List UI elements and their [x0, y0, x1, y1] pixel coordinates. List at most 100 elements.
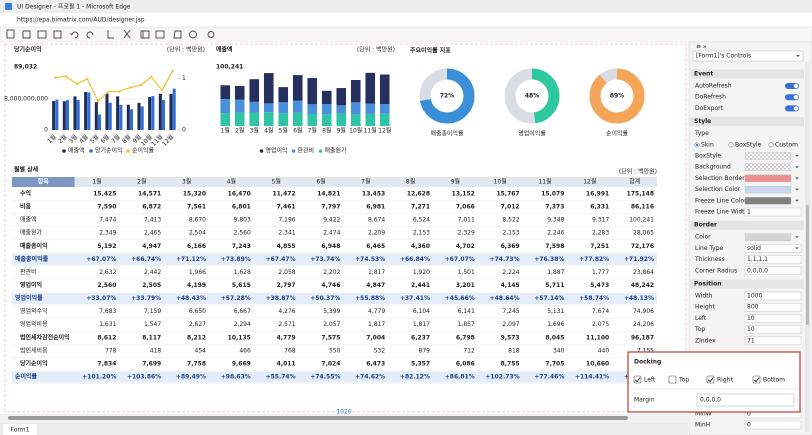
bar-segment [350, 79, 361, 103]
value-box[interactable] [744, 325, 802, 334]
cell: +48.13% [624, 295, 654, 302]
radio-label[interactable]: Custom [775, 141, 798, 148]
controls-dropdown[interactable] [692, 50, 804, 62]
toggle-knob[interactable] [793, 83, 799, 89]
donut-value: 48% [525, 93, 539, 100]
cell: +102.73% [485, 373, 519, 380]
value-box[interactable] [744, 255, 802, 264]
value-box[interactable] [744, 420, 802, 430]
prop-value[interactable]: 0 [747, 422, 751, 429]
prop-value[interactable]: 1000 [747, 293, 762, 300]
prop-name: Freeze Line Color [695, 197, 747, 204]
swatch-caret [795, 155, 799, 157]
cell: 7,797 [321, 204, 340, 211]
bar-segment [365, 72, 376, 104]
prop-value[interactable]: 1,1,1,1 [747, 256, 768, 263]
column-header: 항목 [38, 178, 50, 186]
radio[interactable] [768, 142, 774, 148]
cell: 466 [239, 347, 251, 354]
bar-segment [307, 104, 318, 115]
value-box[interactable] [744, 207, 802, 217]
value-box[interactable] [744, 314, 802, 323]
ratio-row [12, 371, 657, 383]
kpi-value: 100,241 [216, 64, 243, 71]
checkbox[interactable] [752, 375, 761, 384]
legend-swatch [318, 149, 323, 153]
bar-segment [321, 114, 332, 126]
checkbox-label[interactable]: Right [717, 377, 733, 384]
cell: +57.14% [534, 295, 564, 302]
toggle-knob[interactable] [793, 106, 799, 111]
column-header: 2월 [137, 178, 146, 186]
bar-segment [263, 112, 274, 126]
cell: 5,192 [97, 243, 116, 250]
checkbox[interactable] [668, 375, 677, 384]
prop-value[interactable]: 800 [747, 304, 759, 311]
cell: 7,413 [144, 217, 161, 224]
cell: 7,834 [97, 360, 116, 367]
checkbox-label[interactable]: Left [644, 377, 656, 384]
cell: 6,086 [456, 360, 475, 367]
prop-value[interactable]: 10 [747, 315, 755, 322]
form-tab[interactable] [3, 424, 37, 435]
prop-value[interactable]: 0 [747, 411, 751, 418]
bar-segment [350, 114, 361, 126]
color-swatch[interactable] [744, 197, 792, 205]
address-bar[interactable] [0, 13, 812, 27]
scrollbar-thumb[interactable] [8, 416, 628, 420]
cell: 4,145 [501, 282, 520, 289]
color-swatch[interactable] [744, 185, 792, 194]
cell: 5,399 [323, 308, 340, 315]
controls-label[interactable]: [Form1]'s Controls [696, 53, 751, 60]
legend-swatch [62, 149, 66, 153]
value-box[interactable] [744, 266, 802, 276]
prop-value[interactable]: 71 [747, 337, 755, 344]
panel-menu-icon[interactable]: ≡ » [696, 44, 707, 51]
legend-label: 영업이익 [266, 147, 288, 155]
column-header: 6월 [316, 178, 325, 186]
cell: 7,674 [592, 308, 609, 315]
prop-value[interactable]: 0,0,0,0 [747, 267, 768, 274]
form-tab-label[interactable]: Form1 [11, 427, 30, 434]
cell: 10,660 [586, 360, 609, 367]
prop-value[interactable]: 1 [747, 209, 751, 216]
prop-value[interactable]: 10 [747, 326, 755, 333]
cell: 2,632 [99, 269, 116, 276]
cell: 7,196 [278, 217, 295, 224]
radio-label[interactable]: Skin [701, 141, 714, 148]
margin-value[interactable]: 0,0,0,0 [700, 397, 721, 404]
cell: 8,755 [501, 360, 520, 367]
legend-label: 판관비 [298, 147, 315, 155]
column-header: 5월 [272, 178, 281, 186]
prop-value[interactable]: solid [747, 245, 761, 252]
row-label: 매출총이익 [20, 242, 48, 250]
checkbox-label[interactable]: Top [678, 377, 689, 384]
color-swatch[interactable] [744, 174, 792, 183]
cell: 4,779 [368, 308, 385, 315]
ruler-label: 1020 [336, 409, 351, 416]
line-point [128, 86, 132, 89]
bar [169, 93, 173, 130]
legend-swatch [259, 149, 264, 153]
value-box[interactable] [744, 244, 802, 253]
margin-input[interactable] [696, 393, 795, 407]
color-swatch[interactable] [744, 152, 792, 160]
value-box[interactable] [744, 291, 802, 301]
color-swatch[interactable] [744, 163, 792, 171]
url[interactable]: https://epa.bimatrix.com/AUD/designer.js… [17, 17, 145, 24]
checkbox[interactable] [706, 375, 715, 384]
value-box[interactable] [744, 336, 802, 346]
radio[interactable] [728, 142, 734, 148]
panel-scroll-thumb[interactable] [806, 205, 809, 325]
color-swatch[interactable] [744, 233, 792, 241]
checkbox[interactable] [633, 375, 642, 384]
cell: 6,798 [456, 334, 475, 341]
value-box[interactable] [744, 302, 802, 312]
checkbox-label[interactable]: Bottom [763, 377, 785, 384]
toolbar-icons[interactable] [6, 29, 215, 39]
toggle-knob[interactable] [793, 95, 799, 100]
cell: 6,948 [321, 243, 340, 250]
prop-name: ZIndex [695, 337, 716, 344]
radio-label[interactable]: BoxStyle [735, 141, 762, 148]
kpi-value: 89,032 [14, 64, 37, 71]
